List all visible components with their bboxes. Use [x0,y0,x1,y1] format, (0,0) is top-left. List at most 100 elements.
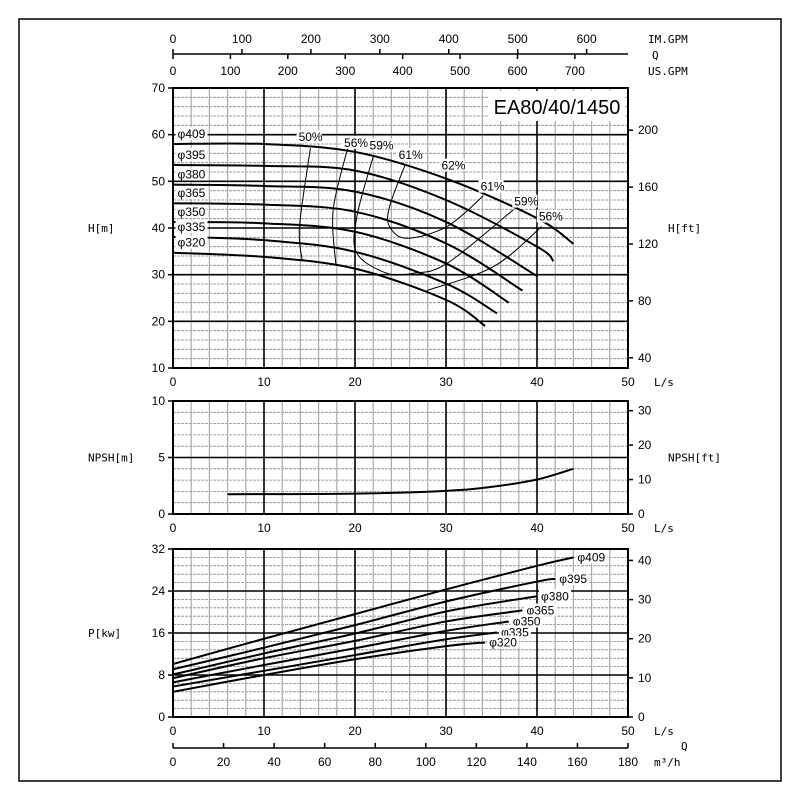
series-label: φ395 [178,148,206,162]
series-label-bg [510,614,543,628]
im-gpm-tick-label: 500 [508,32,528,46]
series-line [172,202,523,292]
model-label: EA80/40/1450 [494,97,621,119]
y2-axis-label: H[ft] [668,222,701,235]
series-line [172,556,574,665]
series-line [227,467,574,496]
x-tick-label: 40 [530,724,544,738]
x-tick-label: 0 [170,521,177,535]
x-tick-label: 30 [439,521,453,535]
y-axis-label: NPSH[m] [88,452,134,465]
us-gpm-label: US.GPM [648,65,688,78]
series-label: φ350 [513,614,541,628]
y2-tick-label: 10 [638,671,652,685]
us-gpm-tick-label: 0 [170,64,177,78]
m3h-tick-label: 160 [567,755,587,769]
series-label: φ409 [178,127,206,141]
m3h-tick-label: 100 [416,755,436,769]
y-tick-label: 0 [158,710,165,724]
series-line [172,164,555,262]
x-tick-label: 20 [348,724,362,738]
panel-npsh [168,400,633,515]
efficiency-label: 61% [399,148,423,162]
outer-frame [18,18,782,782]
panel-head [168,87,633,369]
series-label: φ409 [577,550,605,564]
efficiency-label-bg [478,179,504,193]
efficiency-label: 56% [344,136,368,150]
efficiency-curve [332,144,350,265]
m3h-tick-label: 140 [517,755,537,769]
y-tick-label: 10 [152,361,166,375]
y-tick-label: 32 [152,542,166,556]
y-tick-label: 50 [152,174,166,188]
y-tick-label: 30 [152,268,166,282]
im-gpm-tick-label: 0 [170,32,177,46]
efficiency-curve [353,156,514,276]
series-label: φ350 [178,205,206,219]
series-line [172,220,510,304]
efficiency-label-bg [296,130,322,144]
series-line [172,620,509,684]
y-tick-label: 20 [152,314,166,328]
y2-tick-label: 0 [638,710,645,724]
x-tick-label: 20 [348,375,362,389]
x-tick-label: 50 [621,724,635,738]
x-tick-label: 10 [257,521,271,535]
y2-tick-label: 0 [638,507,645,521]
efficiency-label-bg [439,158,465,172]
y-axis-label: H[m] [88,222,115,235]
series-label: φ320 [489,635,517,649]
efficiency-label: 61% [481,180,505,194]
m3h-tick-label: 80 [369,755,383,769]
us-gpm-tick-label: 700 [565,64,585,78]
series-label: φ395 [559,572,587,586]
m3h-tick-label: 180 [618,755,638,769]
panel-power [168,548,633,718]
y2-tick-label: 120 [638,237,658,251]
im-gpm-tick-label: 100 [232,32,252,46]
y2-tick-label: 40 [638,351,652,365]
y-tick-label: 5 [158,451,165,465]
im-gpm-tick-label: 400 [439,32,459,46]
series-line [172,577,556,671]
series-label: φ320 [178,236,206,250]
series-label-bg [539,589,571,603]
y2-tick-label: 40 [638,553,652,567]
us-gpm-tick-label: 100 [220,64,240,78]
x-tick-label: 40 [530,521,544,535]
x-tick-label: 10 [257,375,271,389]
y-tick-label: 70 [152,81,166,95]
series-line [172,251,486,327]
y-tick-label: 40 [152,221,166,235]
efficiency-label-bg [342,135,368,149]
series-label-bg [498,625,531,639]
efficiency-label: 59% [370,139,394,153]
us-gpm-tick-label: 200 [278,64,298,78]
x-tick-label: 30 [439,375,453,389]
series-label-bg [175,186,208,200]
series-line [172,631,498,688]
series-label-bg [557,571,590,585]
y-axis-label: P[kw] [88,627,121,640]
efficiency-label-bg [512,194,538,208]
series-label-bg [175,147,208,161]
series-label: φ365 [178,186,206,200]
m3h-tick-label: 0 [170,755,177,769]
us-gpm-tick-label: 500 [450,64,470,78]
series-label: φ365 [526,603,554,617]
x-tick-label: 30 [439,724,453,738]
y-tick-label: 60 [152,128,166,142]
im-gpm-label: IM.GPM [648,33,688,46]
model-label-box [489,91,625,121]
efficiency-label-bg [396,147,422,161]
series-line [172,183,538,277]
m3h-tick-label: 120 [466,755,486,769]
series-line [172,595,538,676]
series-label-bg [175,126,208,140]
y2-tick-label: 80 [638,294,652,308]
m3h-tick-label: 60 [318,755,332,769]
im-gpm-tick-label: 300 [370,32,390,46]
im-gpm-tick-label: 200 [301,32,321,46]
